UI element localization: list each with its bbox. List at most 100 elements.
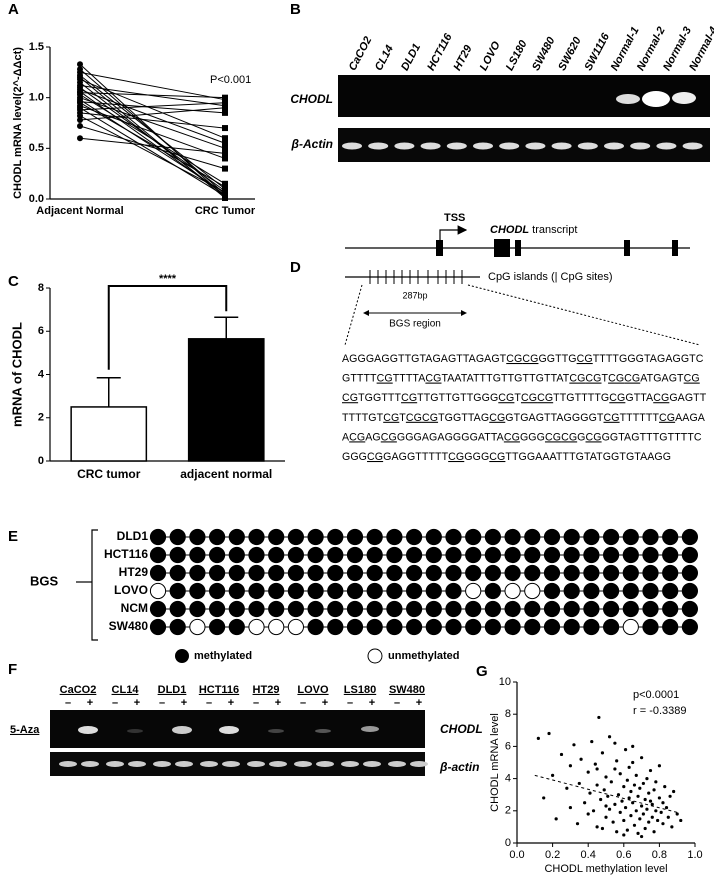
band — [394, 142, 415, 150]
x-tick-label: Adjacent Normal — [36, 205, 123, 217]
sequence-part: CG — [577, 353, 593, 365]
point — [222, 125, 228, 132]
lane-label: CaCO2 — [347, 35, 375, 73]
band — [315, 729, 331, 733]
methylated-site — [248, 528, 265, 546]
point — [604, 775, 608, 779]
legend-swatch — [367, 648, 383, 664]
methylated-site — [248, 582, 265, 600]
methylated-site — [484, 546, 501, 564]
methylated-site — [386, 582, 403, 600]
methylated-site — [169, 528, 186, 546]
y-tick-label: 1.0 — [29, 92, 44, 104]
point — [222, 140, 228, 147]
methylated-site — [583, 528, 600, 546]
point — [622, 818, 626, 823]
methylated-site — [583, 582, 600, 600]
pair-line — [79, 137, 226, 154]
methylated-site — [307, 600, 324, 618]
band — [341, 761, 359, 767]
band — [172, 726, 192, 734]
methylated-site — [327, 564, 344, 582]
point — [657, 796, 662, 800]
sequence-line: GGGCGGAGGTTTTTCGGGGCGTTGGAAATTTGTATGGTGT… — [342, 451, 671, 463]
methylated-site — [504, 618, 521, 636]
methylated-site — [248, 564, 265, 582]
transcript-label: CHODL transcript — [490, 224, 577, 236]
sequence-part: TTTTGGGTAGAGGTC — [593, 353, 704, 365]
methylated-site — [484, 564, 501, 582]
methylated-site — [563, 600, 580, 618]
sign-label: – — [300, 697, 306, 709]
point — [648, 799, 653, 803]
row-label: NCM — [121, 601, 148, 615]
methylated-site — [681, 564, 699, 582]
point — [586, 812, 590, 816]
y-axis-title: CHODL mRNA level(2^-ΔΔct) — [12, 47, 24, 199]
methylated-site — [445, 546, 462, 564]
point — [648, 768, 653, 773]
methylated-site — [642, 546, 659, 564]
sequence-part: GGTAGTTTGTTTTC — [602, 431, 702, 443]
band — [361, 726, 379, 732]
point — [666, 815, 670, 819]
x-tick-label: CRC tumor — [77, 467, 141, 481]
point — [645, 777, 649, 781]
methylated-site — [268, 600, 285, 618]
sequence-part: GGGAGAGGGGATTA — [397, 431, 505, 443]
methylated-site — [228, 546, 245, 564]
methylated-site — [642, 600, 659, 618]
sequence-part: CG — [604, 412, 620, 424]
point — [222, 145, 228, 152]
point — [607, 735, 612, 739]
methylated-site — [622, 582, 639, 600]
panel-label: G — [476, 663, 488, 680]
methylated-site — [149, 618, 167, 636]
sign-label: + — [228, 697, 234, 709]
sequence-part: CG — [406, 412, 422, 424]
methylated-site — [307, 564, 324, 582]
methylated-site — [169, 582, 186, 600]
significance-bracket — [107, 285, 228, 370]
gene-name: CHODL — [490, 224, 529, 236]
point — [625, 828, 629, 832]
point — [613, 802, 617, 806]
point — [650, 815, 654, 819]
point — [643, 797, 647, 802]
sign-label: + — [275, 697, 281, 709]
point — [602, 788, 606, 792]
sequence-part: CG — [684, 372, 700, 384]
band — [219, 726, 239, 734]
methylated-site — [662, 564, 679, 582]
y-tick-label: 0 — [505, 837, 511, 849]
band — [59, 761, 77, 767]
point — [631, 760, 635, 765]
methylated-site — [662, 546, 679, 564]
methylated-site — [169, 546, 186, 564]
methylated-site — [346, 546, 364, 564]
point — [615, 830, 619, 834]
methylated-site — [327, 600, 344, 618]
band — [368, 142, 389, 150]
methylated-site — [465, 564, 482, 582]
point — [623, 748, 628, 752]
unmethylated-site — [622, 618, 639, 636]
y-tick-label: 1.5 — [29, 41, 44, 53]
point — [222, 155, 228, 162]
methylated-site — [149, 528, 167, 546]
band — [577, 142, 598, 150]
sequence-part: CG — [498, 392, 514, 404]
band — [268, 729, 284, 733]
bar — [187, 338, 265, 462]
point — [222, 183, 228, 190]
length-label: 287bp — [402, 290, 427, 300]
methylated-site — [366, 564, 383, 582]
sequence-line: AGGGAGGTTGTAGAGTTAGAGTCGCGGGTTGCGTTTTGGG… — [342, 353, 704, 365]
point — [650, 802, 654, 806]
methylated-site — [504, 600, 521, 618]
panel-label: E — [8, 528, 18, 545]
pair-line — [79, 85, 226, 107]
methylated-site — [386, 564, 403, 582]
methylated-site — [563, 546, 580, 564]
methylated-site — [209, 618, 226, 636]
